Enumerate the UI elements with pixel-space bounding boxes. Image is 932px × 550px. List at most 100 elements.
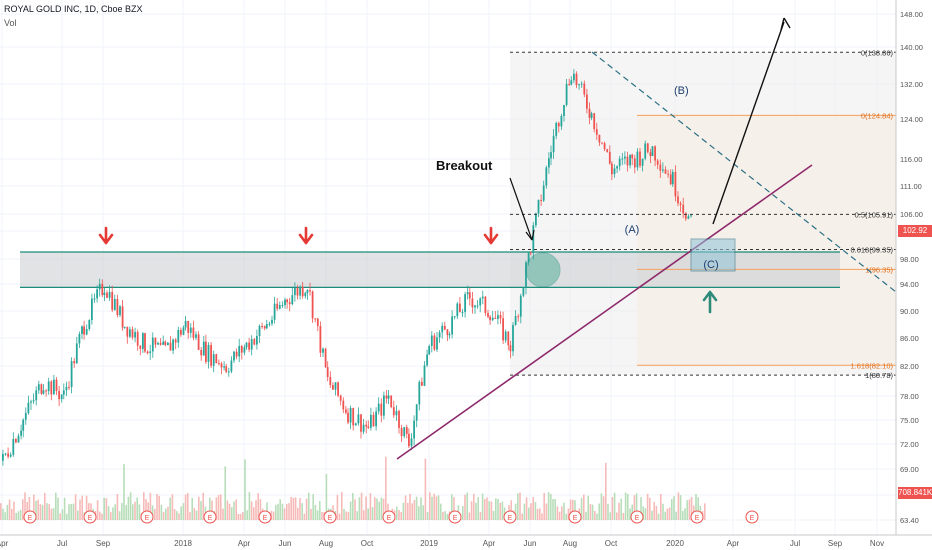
candle-body [197,334,200,351]
volume-bar [294,497,297,520]
volume-bar [611,497,614,520]
candle-body [403,427,406,437]
candle-body [446,329,449,336]
candle-body [466,292,469,295]
volume-bar [321,511,323,520]
downtrend-line [591,51,897,293]
candle-body [509,345,512,352]
volume-bar [151,505,154,520]
candle-body [494,317,497,319]
candle-body [595,129,598,135]
earnings-circle [83,510,97,524]
candle-body [326,367,329,377]
x-tick-label: Oct [361,539,374,548]
candle-body [542,185,545,201]
volume-bar [134,501,136,520]
candle-body [633,158,636,168]
candle-body [142,333,144,349]
candle-body [555,122,558,136]
volume-bar [173,509,176,520]
candle-body [129,329,131,337]
candle-body [35,390,38,401]
volume-bar [277,503,279,520]
candle-body [263,326,266,329]
candle-body [629,154,631,166]
x-tick-label: Jun [279,539,292,548]
volume-bar [367,508,369,520]
candle-body [481,296,484,299]
candle-body [332,385,334,390]
volume-bar [81,495,83,520]
volume-bar [677,492,680,520]
volume-bar [629,508,631,520]
volume-bar [127,496,130,520]
candle-body [53,379,55,395]
volume-bar [72,503,75,520]
candle-body [525,262,527,288]
volume-bar [631,504,633,520]
earnings-circle [203,510,217,524]
volume-bar [501,501,504,520]
candle-body [230,360,233,372]
volume-bar [237,513,240,520]
candle-body [354,423,357,426]
volume-bar [19,509,22,520]
volume-bar [671,499,673,520]
volume-bar [554,499,556,520]
candle-body [606,149,609,152]
y-tick-label: 82.00 [900,362,919,371]
volume-bar [433,493,435,520]
volume-bar [640,497,642,520]
volume-bar [618,502,620,520]
earnings-marker: E [690,510,704,524]
volume-bar [349,501,352,520]
volume-bar [37,499,39,520]
volume-bar [162,512,165,520]
volume-bar [396,506,398,520]
candle-body [22,419,25,431]
candle-body [464,294,466,313]
x-tick-label: Aug [563,539,577,548]
volume-bar [545,503,548,520]
earnings-label: E [208,515,213,522]
candle-body [497,315,499,319]
candle-body [288,302,291,305]
volume-bar [24,492,26,520]
volume-bar [121,503,123,520]
candle-body [517,316,520,318]
candle-body [98,283,101,290]
volume-bar [418,506,420,520]
volume-bar [567,508,570,520]
volume-bar [17,511,20,520]
candle-body [40,384,43,394]
candle-body [4,453,7,455]
candle-body [134,332,136,338]
volume-bar [195,510,198,520]
candle-body [258,325,261,336]
volume-bar [591,504,594,520]
candle-body [669,174,672,185]
volume-bar [657,513,660,520]
volume-bar [8,499,11,520]
volume-bar [407,502,409,520]
candle-body [570,80,573,85]
fib-level-label: 1(80.78) [865,371,893,380]
candle-body [479,298,482,306]
drawings: 0(138.86) 0.5(105.91) 0.618(99.35) 1(80.78)… [98,17,897,460]
candle-body [624,156,626,159]
y-tick-label: 111.00 [900,182,922,191]
candle-body [101,283,104,296]
volume-bar [519,492,521,520]
volume-bar [200,501,202,520]
candle-body [383,395,385,416]
volume-bar [682,510,684,520]
volume-bar [308,492,310,520]
candle-body [456,303,459,317]
volume-bar [376,498,378,520]
candle-body [314,318,317,320]
earnings-marker: E [448,510,462,524]
candle-body [418,381,421,405]
earnings-label: E [145,515,150,522]
